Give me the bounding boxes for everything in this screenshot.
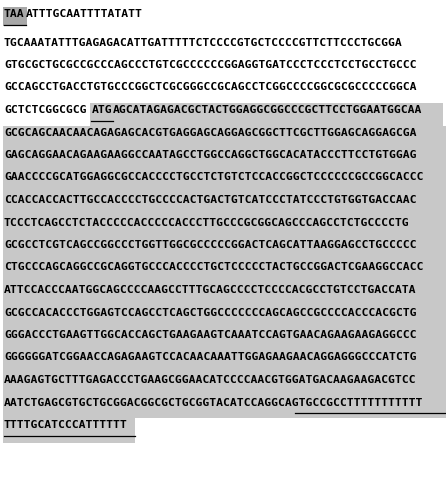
Text: GCGCCACACCCTGGAGTCCAGCCTCAGCTGGCCCCCCCAGCAGCCGCCCCACCCACGCTG: GCGCCACACCCTGGAGTCCAGCCTCAGCTGGCCCCCCCAG… <box>4 308 417 318</box>
Text: GAACCCCGCATGGAGGCGCCACCCCTGCCTCTGTCTCCACCGGCTCCCCCCGCCGGCACCC: GAACCCCGCATGGAGGCGCCACCCCTGCCTCTGTCTCCAC… <box>4 172 423 182</box>
Text: ATTCCACCCAATGGCAGCCCCAAGCCTTTGCAGCCCCTCCCCACGCCTGTCCTGACCATA: ATTCCACCCAATGGCAGCCCCAAGCCTTTGCAGCCCCTCC… <box>4 285 417 295</box>
Text: CTGCCCAGCAGGCCGCAGGTGCCCACCCCTGCTCCCCCTACTGCCGGACTCGAAGGCCACC: CTGCCCAGCAGGCCGCAGGTGCCCACCCCTGCTCCCCCTA… <box>4 262 423 272</box>
Bar <box>3 7 27 26</box>
Text: AAAGAGTGCTTTGAGACCCTGAAGCGGAACATCCCCAACGTGGATGACAAGAAGACGTCC: AAAGAGTGCTTTGAGACCCTGAAGCGGAACATCCCCAACG… <box>4 375 417 385</box>
Bar <box>91 103 443 126</box>
Text: AGCATAGAGACGCTACTGGAGGCGGCCCGCTTCCTGGAATGGCAA: AGCATAGAGACGCTACTGGAGGCGGCCCGCTTCCTGGAAT… <box>113 105 422 115</box>
Text: TGCAAATATTTGAGAGACATTGATTTTTCTCCCCGTGCTCCCCGTTCTTCCCTGCGGA: TGCAAATATTTGAGAGACATTGATTTTTCTCCCCGTGCTC… <box>4 38 403 48</box>
Text: GCGCAGCAACAACAGAGAGCACGTGAGGAGCAGGAGCGGCTTCGCTTGGAGCAGGAGCGA: GCGCAGCAACAACAGAGAGCACGTGAGGAGCAGGAGCGGC… <box>4 128 417 138</box>
Text: GCTCTCGGCGCG: GCTCTCGGCGCG <box>4 105 87 115</box>
Text: GAGCAGGAACAGAAGAAGGCCAATAGCCTGGCCAGGCTGGCACATACCCTTCCTGTGGAG: GAGCAGGAACAGAAGAAGGCCAATAGCCTGGCCAGGCTGG… <box>4 150 417 160</box>
Text: ATTTGCAATTTTATATT: ATTTGCAATTTTATATT <box>26 9 143 19</box>
Text: TAA: TAA <box>4 9 25 19</box>
Text: AATCTGAGCGTGCTGCGGACGGCGCTGCGGTACATCCAGGCAGTGCCGCCTTTTTTTTTTT: AATCTGAGCGTGCTGCGGACGGCGCTGCGGTACATCCAGG… <box>4 398 423 407</box>
Bar <box>135 418 446 442</box>
Text: GTGCGCTGCGCCGCCCAGCCCTGTCGCCCCCCGGAGGTGATCCCTCCCTCCTGCCTGCCC: GTGCGCTGCGCCGCCCAGCCCTGTCGCCCCCCGGAGGTGA… <box>4 60 417 70</box>
Text: ATG: ATG <box>91 105 112 115</box>
Text: GGGACCCTGAAGTTGGCACCAGCTGAAGAAGTCAAATCCAGTGAACAGAAGAAGAGGCCC: GGGACCCTGAAGTTGGCACCAGCTGAAGAAGTCAAATCCA… <box>4 330 417 340</box>
Text: CCACCACCACTTGCCACCCCTGCCCCACTGACTGTCATCCCTATCCCTGTGGTGACCAAC: CCACCACCACTTGCCACCCCTGCCCCACTGACTGTCATCC… <box>4 195 417 205</box>
Text: TCCCTCAGCCTCTACCCCCACCCCCACCCTTGCCCGCGGCAGCCCAGCCTCTGCCCCTG: TCCCTCAGCCTCTACCCCCACCCCCACCCTTGCCCGCGGC… <box>4 218 409 228</box>
Bar <box>3 126 446 442</box>
Text: GCCAGCCTGACCTGTGCCCGGCTCGCGGGCCGCAGCCTCGGCCCCGGCGCGCCCCCGGCA: GCCAGCCTGACCTGTGCCCGGCTCGCGGGCCGCAGCCTCG… <box>4 82 417 92</box>
Text: TTTTGCATCCCATTTTTT: TTTTGCATCCCATTTTTT <box>4 420 128 430</box>
Text: GCGCCTCGTCAGCCGGCCCTGGTTGGCGCCCCCGGACTCAGCATTAAGGAGCCTGCCCCC: GCGCCTCGTCAGCCGGCCCTGGTTGGCGCCCCCGGACTCA… <box>4 240 417 250</box>
Text: GGGGGGATCGGAACCAGAGAAGTCCACAACAAATTGGAGAAGAACAGGAGGGCCCATCTG: GGGGGGATCGGAACCAGAGAAGTCCACAACAAATTGGAGA… <box>4 352 417 362</box>
